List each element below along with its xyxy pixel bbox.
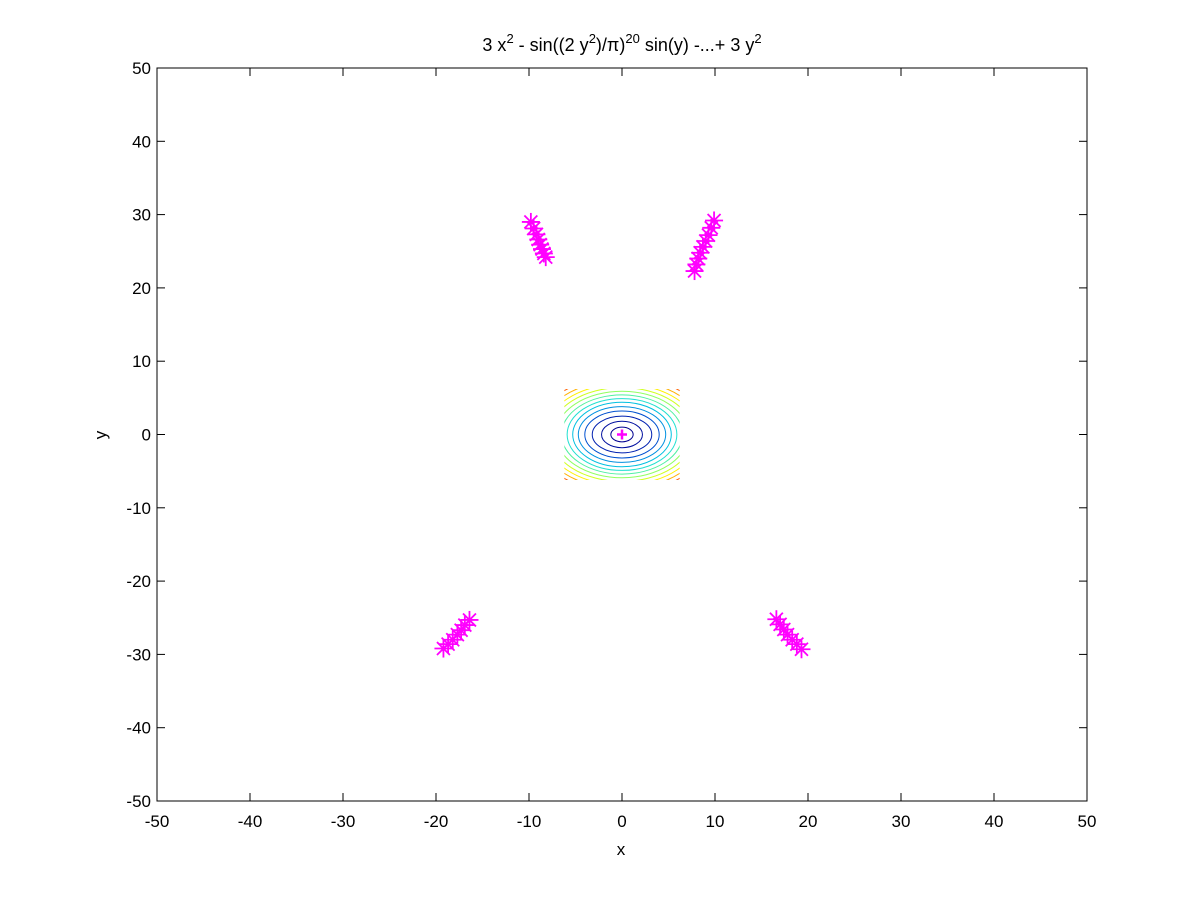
contour-line xyxy=(610,426,634,443)
y-tick-label: -30 xyxy=(126,645,151,664)
star-marker xyxy=(455,616,474,635)
x-tick-label: -20 xyxy=(424,812,449,831)
title-part-1: 3 x xyxy=(482,35,506,55)
plus-marker xyxy=(617,429,627,440)
star-marker xyxy=(792,640,811,659)
title-part-4: sin(y) -...+ 3 y xyxy=(640,35,755,55)
contour-line xyxy=(584,410,660,459)
contour-line xyxy=(601,420,643,449)
y-tick-label: -40 xyxy=(126,719,151,738)
x-tick-label: -30 xyxy=(331,812,356,831)
contour-line xyxy=(564,394,680,475)
title-exp-2: 2 xyxy=(589,31,596,46)
x-tick-label: -40 xyxy=(238,812,263,831)
title-exp-4: 2 xyxy=(754,31,761,46)
x-axis-label: x xyxy=(617,840,626,859)
chart-title: 3 x2 - sin((2 y2)/π)20 sin(y) -...+ 3 y2 xyxy=(482,31,761,55)
y-tick-label: 40 xyxy=(132,132,151,151)
x-tick-label: -50 xyxy=(145,812,170,831)
marker-layer xyxy=(434,211,811,659)
tick-layer: -50 -40 -30 -20 -10 0 10 20 30 40 50 -50 -40 -30 -20 -1… xyxy=(126,59,1096,831)
star-marker xyxy=(767,610,786,629)
title-part-3: )/π) xyxy=(596,35,625,55)
star-marker xyxy=(705,211,724,230)
contour-line xyxy=(572,401,672,468)
x-tick-label: -10 xyxy=(517,812,542,831)
x-tick-label: 30 xyxy=(892,812,911,831)
x-tick-label: 40 xyxy=(985,812,1004,831)
star-marker xyxy=(536,248,555,267)
star-marker xyxy=(702,218,721,237)
x-tick-label: 20 xyxy=(799,812,818,831)
y-tick-label: -10 xyxy=(126,499,151,518)
star-marker xyxy=(685,262,704,281)
contour-line xyxy=(566,398,678,471)
y-tick-label: 30 xyxy=(132,206,151,225)
star-marker xyxy=(434,639,453,658)
title-exp-3: 20 xyxy=(625,31,639,46)
contour-layer xyxy=(564,389,680,480)
title-part-2: - sin((2 y xyxy=(514,35,589,55)
contour-line xyxy=(577,406,667,463)
y-tick-label: 20 xyxy=(132,279,151,298)
star-marker xyxy=(771,615,790,634)
title-exp-1: 2 xyxy=(506,31,513,46)
contour-line xyxy=(591,415,653,454)
x-tick-label: 10 xyxy=(706,812,725,831)
y-tick-label: -50 xyxy=(126,792,151,811)
y-axis-label: y xyxy=(91,430,110,439)
star-marker xyxy=(774,620,793,639)
y-tick-label: 0 xyxy=(142,426,151,445)
y-tick-label: 50 xyxy=(132,59,151,78)
y-tick-label: -20 xyxy=(126,572,151,591)
y-tick-label: 10 xyxy=(132,352,151,371)
x-tick-label: 0 xyxy=(617,812,626,831)
x-tick-label: 50 xyxy=(1078,812,1097,831)
contour-group xyxy=(564,389,680,480)
contour-line xyxy=(564,390,680,479)
